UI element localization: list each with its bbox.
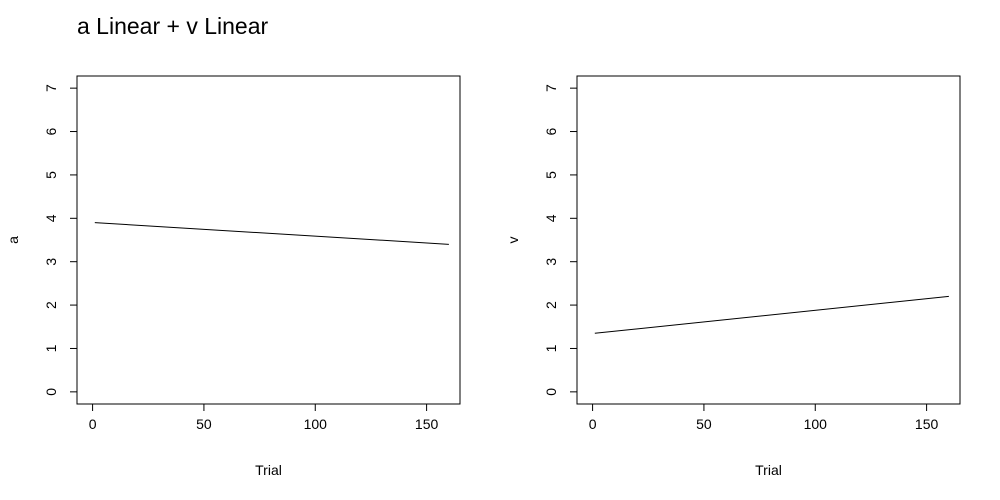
x-axis-title: Trial	[255, 462, 282, 478]
y-tick-label: 4	[543, 214, 559, 222]
y-tick-label: 2	[43, 301, 59, 309]
series-line	[94, 222, 449, 245]
panel-v: 0 50 100 150 0 1 2 3 4 5 6 7 Trial v	[505, 75, 961, 478]
y-tick-label: 7	[543, 84, 559, 92]
x-axis-title: Trial	[755, 462, 782, 478]
y-tick-label: 1	[43, 344, 59, 352]
y-tick-label: 4	[43, 214, 59, 222]
y-tick-label: 0	[543, 388, 559, 396]
y-tick-label: 1	[543, 344, 559, 352]
y-tick-label: 3	[43, 258, 59, 266]
y-axis-title: a	[5, 236, 21, 244]
page-title: a Linear + v Linear	[77, 13, 269, 39]
x-tick-label: 150	[415, 416, 439, 432]
y-tick-label: 2	[543, 301, 559, 309]
y-tick-label: 0	[43, 388, 59, 396]
x-tick-label: 150	[915, 416, 939, 432]
y-tick-label: 5	[543, 171, 559, 179]
x-tick-label: 50	[696, 416, 712, 432]
y-tick-label: 5	[43, 171, 59, 179]
x-tick-label: 100	[304, 416, 328, 432]
series-line	[594, 295, 949, 334]
y-axis-title: v	[505, 237, 521, 244]
x-tick-label: 50	[196, 416, 212, 432]
x-tick-label: 0	[89, 416, 97, 432]
plot-frame	[576, 75, 961, 405]
y-tick-label: 7	[43, 84, 59, 92]
y-tick-label: 3	[543, 258, 559, 266]
y-tick-label: 6	[43, 127, 59, 135]
plot-frame	[76, 75, 461, 405]
x-tick-label: 100	[804, 416, 828, 432]
x-tick-label: 0	[589, 416, 597, 432]
panel-a: 0 50 100 150 0 1 2 3 4 5 6 7 Trial a	[5, 75, 461, 478]
y-tick-label: 6	[543, 127, 559, 135]
